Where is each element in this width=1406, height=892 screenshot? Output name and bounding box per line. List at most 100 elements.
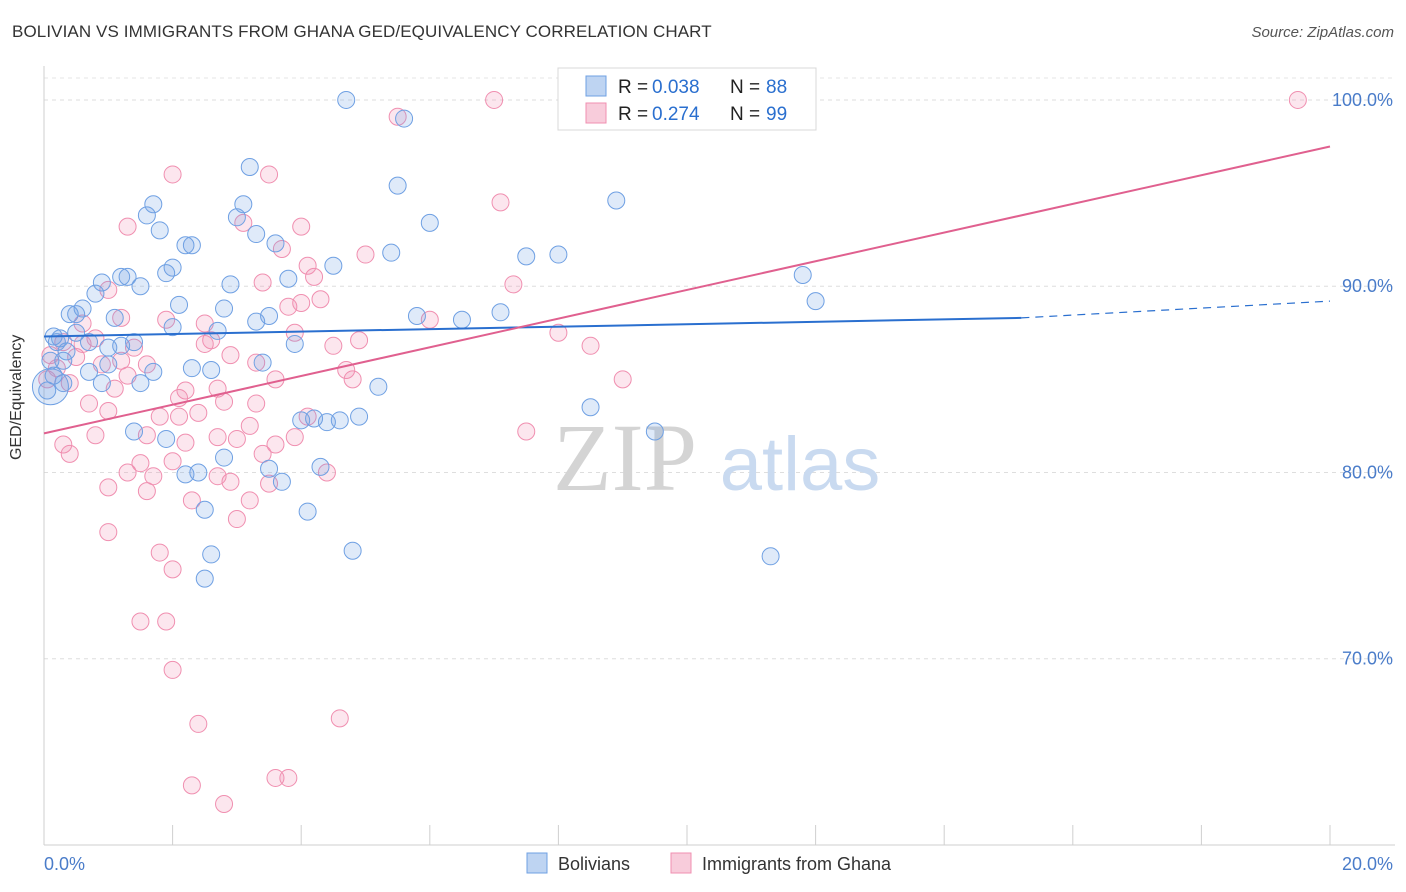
ghana-point xyxy=(549,323,568,342)
bolivians-point xyxy=(266,234,285,253)
x-tick-label: 0.0% xyxy=(44,854,85,874)
series-ghana-points xyxy=(38,90,1307,814)
ghana-point xyxy=(170,407,189,426)
ghana-point xyxy=(137,482,156,501)
ghana-point xyxy=(73,314,92,333)
ghana-point xyxy=(227,429,246,448)
bolivians-point xyxy=(234,195,253,214)
bolivians-point xyxy=(80,362,99,381)
ghana-point xyxy=(292,217,311,236)
bolivians-point xyxy=(240,157,259,176)
legend-label-ghana: Immigrants from Ghana xyxy=(702,854,892,874)
ghana-point xyxy=(176,433,195,452)
ghana-point xyxy=(491,193,510,212)
bolivians-point xyxy=(607,191,626,210)
ghana-point xyxy=(60,444,79,463)
y-tick-label: 70.0% xyxy=(1342,649,1393,669)
bolivians-trend-extension xyxy=(1021,300,1331,319)
bolivians-trend-line xyxy=(43,316,1022,338)
bolivians-point xyxy=(80,333,99,352)
bolivians-point xyxy=(182,359,201,378)
bolivians-point xyxy=(182,236,201,255)
bolivians-point xyxy=(388,176,407,195)
tick-labels: 70.0% 80.0% 90.0% 100.0% 0.0% 20.0% xyxy=(44,90,1393,874)
ghana-point xyxy=(157,310,176,329)
legend-swatch-bolivians xyxy=(526,852,548,874)
bolivians-point xyxy=(202,545,221,564)
ghana-point xyxy=(80,394,99,413)
ghana-point xyxy=(112,308,131,327)
stats-n-value: 88 xyxy=(766,77,787,98)
bolivians-point xyxy=(125,422,144,441)
ghana-point xyxy=(266,768,285,787)
ghana-point xyxy=(60,374,79,393)
bolivians-point xyxy=(272,472,291,491)
bolivians-point xyxy=(118,267,137,286)
stats-legend: R = 0.038 N = 88 R = 0.274 N = 99 xyxy=(557,67,817,131)
ghana-point xyxy=(324,336,343,355)
bolivians-point xyxy=(54,374,73,393)
ghana-point xyxy=(150,407,169,426)
ghana-point xyxy=(613,370,632,389)
bolivians-point xyxy=(195,500,214,519)
bolivians-point xyxy=(369,377,388,396)
x-tick-label: 20.0% xyxy=(1342,854,1393,874)
ghana-point xyxy=(163,660,182,679)
bolivians-point xyxy=(176,236,195,255)
stats-r-value: 0.274 xyxy=(652,104,700,125)
ghana-point xyxy=(298,256,317,275)
bolivians-point xyxy=(51,329,70,348)
bolivians-point xyxy=(337,90,356,109)
ghana-point xyxy=(285,428,304,447)
ghana-point xyxy=(253,444,272,463)
ghana-point xyxy=(356,245,375,264)
legend-label-bolivians: Bolivians xyxy=(558,854,630,874)
bolivians-point xyxy=(163,318,182,337)
ghana-point xyxy=(182,776,201,795)
bolivians-point xyxy=(215,299,234,318)
bolivians-point xyxy=(125,333,144,352)
bolivians-point xyxy=(645,422,664,441)
ghana-point xyxy=(99,478,118,497)
ghana-point xyxy=(292,293,311,312)
series-legend: Bolivians Immigrants from Ghana xyxy=(526,852,892,874)
stats-r-label: R = xyxy=(618,104,648,125)
bolivians-point xyxy=(92,273,111,292)
bolivians-point xyxy=(44,366,63,385)
bolivians-point xyxy=(38,381,57,400)
watermark: ZIP atlas xyxy=(553,404,880,511)
ghana-point xyxy=(131,612,150,631)
ghana-point xyxy=(163,560,182,579)
bolivians-point xyxy=(41,351,60,370)
ghana-point xyxy=(131,454,150,473)
stats-r-value: 0.038 xyxy=(652,77,700,98)
bolivians-point xyxy=(491,303,510,322)
ghana-point xyxy=(388,107,407,126)
ghana-point xyxy=(305,267,324,286)
ghana-point xyxy=(189,714,208,733)
bolivians-point xyxy=(517,247,536,266)
y-tick-label: 100.0% xyxy=(1332,90,1393,110)
trend-lines xyxy=(43,145,1331,435)
bolivians-point xyxy=(67,305,86,324)
bolivians-point xyxy=(279,269,298,288)
ghana-point xyxy=(343,370,362,389)
stats-n-value: 99 xyxy=(766,104,787,125)
ghana-point xyxy=(517,422,536,441)
ghana-point xyxy=(215,392,234,411)
bolivians-point xyxy=(176,465,195,484)
ghana-point xyxy=(208,467,227,486)
ghana-point xyxy=(266,370,285,389)
bolivians-point xyxy=(170,295,189,314)
ghana-point xyxy=(247,394,266,413)
ghana-point xyxy=(247,353,266,372)
source-label: Source: ZipAtlas.com xyxy=(1251,24,1394,41)
ghana-point xyxy=(118,217,137,236)
ghana-point xyxy=(208,428,227,447)
watermark-atlas: atlas xyxy=(720,422,881,507)
bolivians-point xyxy=(157,429,176,448)
bolivians-point xyxy=(581,398,600,417)
stats-n-label: N = xyxy=(730,77,760,98)
ghana-point xyxy=(195,334,214,353)
bolivians-point xyxy=(793,266,812,285)
